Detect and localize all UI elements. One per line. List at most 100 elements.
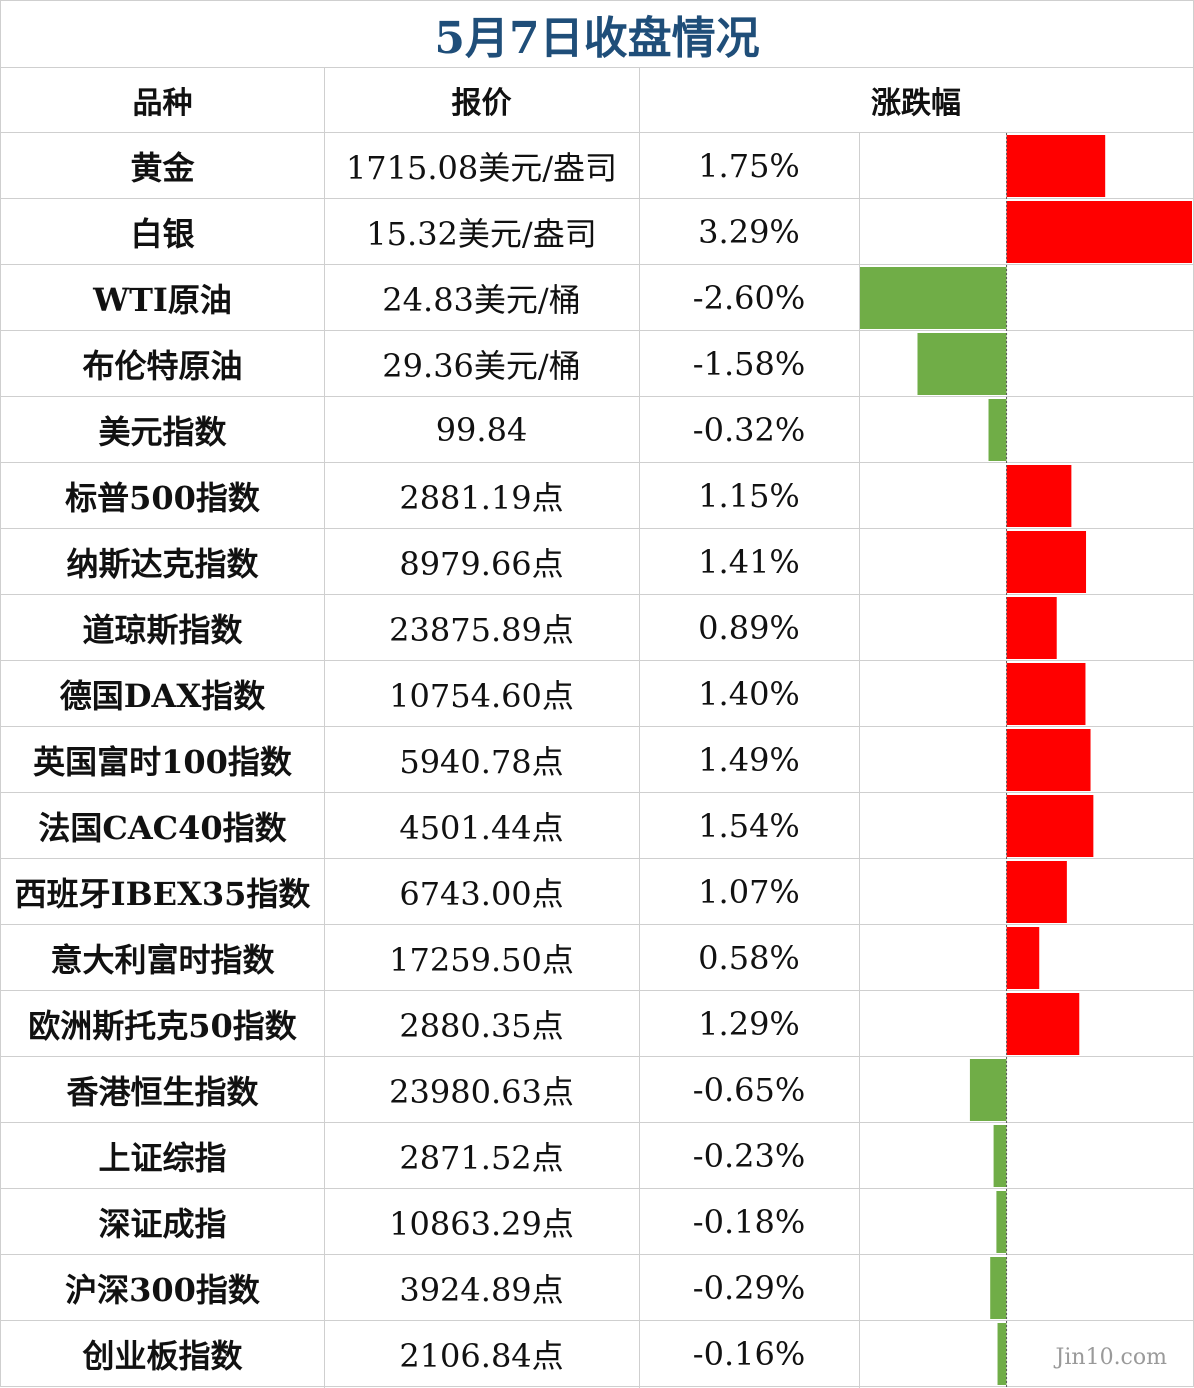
watermark: Jin10.com xyxy=(1055,1345,1167,1370)
row-name: 美元指数 xyxy=(98,413,227,451)
header-change: 涨跌幅 xyxy=(639,67,1193,133)
row-price: 5940.78点 xyxy=(399,743,564,781)
row-name: 标普500指数 xyxy=(65,479,260,517)
row-name: 欧洲斯托克50指数 xyxy=(28,1007,297,1045)
bar-up xyxy=(1006,597,1057,659)
bar-up xyxy=(1006,663,1086,725)
row-price: 3924.89点 xyxy=(399,1271,564,1309)
row-name: 布伦特原油 xyxy=(82,347,243,385)
row-change: 1.07% xyxy=(698,873,800,911)
row-change: 1.29% xyxy=(698,1005,800,1043)
row-name: 黄金 xyxy=(130,149,195,187)
row-name: WTI原油 xyxy=(93,281,232,319)
row-name: 创业板指数 xyxy=(82,1337,243,1375)
row-price: 10754.60点 xyxy=(389,677,574,715)
table-row: 黄金 1715.08美元/盎司 1.75% xyxy=(1,133,1193,199)
bar-up xyxy=(1006,135,1106,197)
row-price: 2880.35点 xyxy=(399,1007,564,1045)
table-row: 创业板指数 2106.84点 -0.16% xyxy=(1,1321,1193,1387)
row-change: -0.29% xyxy=(692,1269,806,1307)
row-name: 法国CAC40指数 xyxy=(38,809,287,847)
row-change: 1.54% xyxy=(698,807,800,845)
bar-up xyxy=(1006,861,1067,923)
row-name: 深证成指 xyxy=(98,1205,227,1243)
row-name: 德国DAX指数 xyxy=(59,677,266,715)
table-title: 5月7日收盘情况 xyxy=(1,1,1193,68)
row-change: 1.41% xyxy=(698,543,800,581)
table-row: 法国CAC40指数 4501.44点 1.54% xyxy=(1,793,1193,859)
row-change: -0.23% xyxy=(692,1137,806,1175)
row-price: 2871.52点 xyxy=(399,1139,564,1177)
table-row: 西班牙IBEX35指数 6743.00点 1.07% xyxy=(1,859,1193,925)
row-price: 1715.08美元/盎司 xyxy=(345,149,618,187)
row-change: 0.58% xyxy=(698,939,800,977)
row-price: 4501.44点 xyxy=(399,809,564,847)
bar-up xyxy=(1006,201,1192,263)
row-name: 英国富时100指数 xyxy=(33,743,292,781)
row-change: -0.16% xyxy=(692,1335,806,1373)
bar-up xyxy=(1006,729,1091,791)
bar-up xyxy=(1006,795,1094,857)
row-price: 29.36美元/桶 xyxy=(382,347,581,385)
row-change: -0.18% xyxy=(692,1203,806,1241)
row-price: 2881.19点 xyxy=(399,479,564,517)
row-change: -0.65% xyxy=(692,1071,806,1109)
table-row: 香港恒生指数 23980.63点 -0.65% xyxy=(1,1057,1193,1123)
row-price: 8979.66点 xyxy=(399,545,564,583)
table-row: 意大利富时指数 17259.50点 0.58% xyxy=(1,925,1193,991)
row-price: 6743.00点 xyxy=(399,875,564,913)
bar-down xyxy=(917,333,1007,395)
bar-down xyxy=(990,1257,1007,1319)
row-price: 24.83美元/桶 xyxy=(382,281,581,319)
bar-up xyxy=(1006,927,1040,989)
row-change: -2.60% xyxy=(692,279,806,317)
table-row: 上证综指 2871.52点 -0.23% xyxy=(1,1123,1193,1189)
row-price: 23875.89点 xyxy=(389,611,574,649)
table-row: WTI原油 24.83美元/桶 -2.60% xyxy=(1,265,1193,331)
table-row: 德国DAX指数 10754.60点 1.40% xyxy=(1,661,1193,727)
table-row: 深证成指 10863.29点 -0.18% xyxy=(1,1189,1193,1255)
bar-down xyxy=(988,399,1007,461)
row-name: 西班牙IBEX35指数 xyxy=(14,875,311,913)
row-name: 道琼斯指数 xyxy=(82,611,243,649)
column-divider xyxy=(859,133,860,1388)
row-price: 15.32美元/盎司 xyxy=(366,215,597,253)
row-change: -1.58% xyxy=(692,345,806,383)
table-row: 纳斯达克指数 8979.66点 1.41% xyxy=(1,529,1193,595)
table-row: 沪深300指数 3924.89点 -0.29% xyxy=(1,1255,1193,1321)
bar-up xyxy=(1006,993,1080,1055)
row-change: -0.32% xyxy=(692,411,806,449)
header-price: 报价 xyxy=(324,67,639,133)
row-change: 1.49% xyxy=(698,741,800,779)
bar-down xyxy=(993,1125,1007,1187)
row-change: 3.29% xyxy=(698,213,800,251)
column-divider xyxy=(639,67,640,1388)
row-change: 0.89% xyxy=(698,609,800,647)
row-name: 沪深300指数 xyxy=(65,1271,260,1309)
row-name: 纳斯达克指数 xyxy=(66,545,259,583)
row-name: 香港恒生指数 xyxy=(66,1073,259,1111)
row-price: 10863.29点 xyxy=(389,1205,574,1243)
bar-up xyxy=(1006,531,1087,593)
header-name: 品种 xyxy=(1,67,324,133)
row-price: 99.84 xyxy=(435,411,528,449)
row-change: 1.40% xyxy=(698,675,800,713)
bar-down xyxy=(997,1323,1007,1385)
row-price: 23980.63点 xyxy=(389,1073,574,1111)
bar-down xyxy=(969,1059,1007,1121)
table-row: 布伦特原油 29.36美元/桶 -1.58% xyxy=(1,331,1193,397)
table-row: 标普500指数 2881.19点 1.15% xyxy=(1,463,1193,529)
bar-down xyxy=(996,1191,1007,1253)
row-change: 1.75% xyxy=(698,147,800,185)
row-name: 上证综指 xyxy=(98,1139,227,1177)
table-row: 道琼斯指数 23875.89点 0.89% xyxy=(1,595,1193,661)
table-row: 欧洲斯托克50指数 2880.35点 1.29% xyxy=(1,991,1193,1057)
table-row: 美元指数 99.84 -0.32% xyxy=(1,397,1193,463)
table-row: 英国富时100指数 5940.78点 1.49% xyxy=(1,727,1193,793)
row-price: 17259.50点 xyxy=(389,941,574,979)
table-row: 白银 15.32美元/盎司 3.29% xyxy=(1,199,1193,265)
row-name: 意大利富时指数 xyxy=(50,941,275,979)
row-name: 白银 xyxy=(130,215,195,253)
row-price: 2106.84点 xyxy=(399,1337,564,1375)
